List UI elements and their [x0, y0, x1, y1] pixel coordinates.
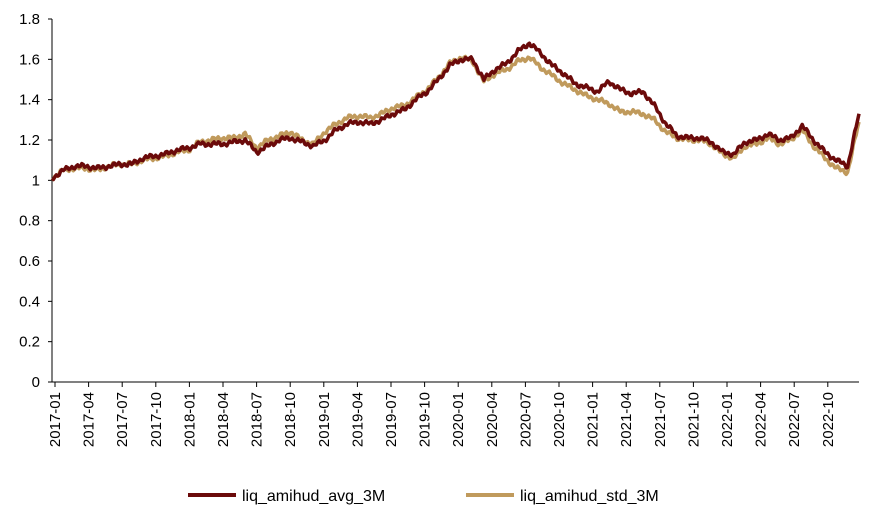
- y-tick-label: 1.2: [19, 132, 40, 149]
- y-tick-label: 0: [32, 374, 40, 391]
- x-tick-label: 2022-04: [753, 392, 770, 447]
- series-line-avg: [50, 41, 861, 182]
- x-tick-label: 2017-07: [114, 392, 131, 447]
- series-line-std: [50, 54, 861, 182]
- x-tick-label: 2018-01: [181, 392, 198, 447]
- legend-label-std: liq_amihud_std_3M: [520, 488, 659, 505]
- x-tick-label: 2020-07: [517, 392, 534, 447]
- x-tick-label: 2022-01: [719, 392, 736, 447]
- x-tick-label: 2017-10: [148, 392, 165, 447]
- y-axis-ticks: 0 0.2 0.4 0.6 0.8 1 1.2 1.4 1.6 1.8: [19, 11, 52, 391]
- x-tick-label: 2020-01: [450, 392, 467, 447]
- x-tick-label: 2019-10: [417, 392, 434, 447]
- x-tick-label: 2018-04: [215, 392, 232, 447]
- x-tick-label: 2021-04: [618, 392, 635, 447]
- y-tick-label: 1: [32, 172, 40, 189]
- x-tick-label: 2019-01: [316, 392, 333, 447]
- legend-label-avg: liq_amihud_avg_3M: [242, 488, 385, 505]
- series-lines: [50, 41, 861, 182]
- x-axis-ticks: 2017-01 2017-04 2017-07 2017-10 2018-01 2018-…: [47, 382, 837, 447]
- y-tick-label: 1.6: [19, 51, 40, 68]
- y-tick-label: 0.4: [19, 293, 40, 310]
- x-tick-label: 2017-01: [47, 392, 64, 447]
- y-tick-label: 0.8: [19, 213, 40, 230]
- x-tick-label: 2022-07: [786, 392, 803, 447]
- x-tick-label: 2018-07: [249, 392, 266, 447]
- x-tick-label: 2017-04: [81, 392, 98, 447]
- y-tick-label: 0.6: [19, 253, 40, 270]
- x-tick-label: 2020-10: [551, 392, 568, 447]
- y-tick-label: 1.4: [19, 92, 40, 109]
- x-tick-label: 2021-01: [585, 392, 602, 447]
- legend: liq_amihud_avg_3M liq_amihud_std_3M: [188, 488, 659, 505]
- x-tick-label: 2022-10: [820, 392, 837, 447]
- x-tick-label: 2021-10: [685, 392, 702, 447]
- x-tick-label: 2019-04: [349, 392, 366, 447]
- y-tick-label: 0.2: [19, 334, 40, 351]
- x-tick-label: 2019-07: [383, 392, 400, 447]
- y-tick-label: 1.8: [19, 11, 40, 28]
- x-tick-label: 2021-07: [652, 392, 669, 447]
- x-tick-label: 2018-10: [282, 392, 299, 447]
- x-tick-label: 2020-04: [484, 392, 501, 447]
